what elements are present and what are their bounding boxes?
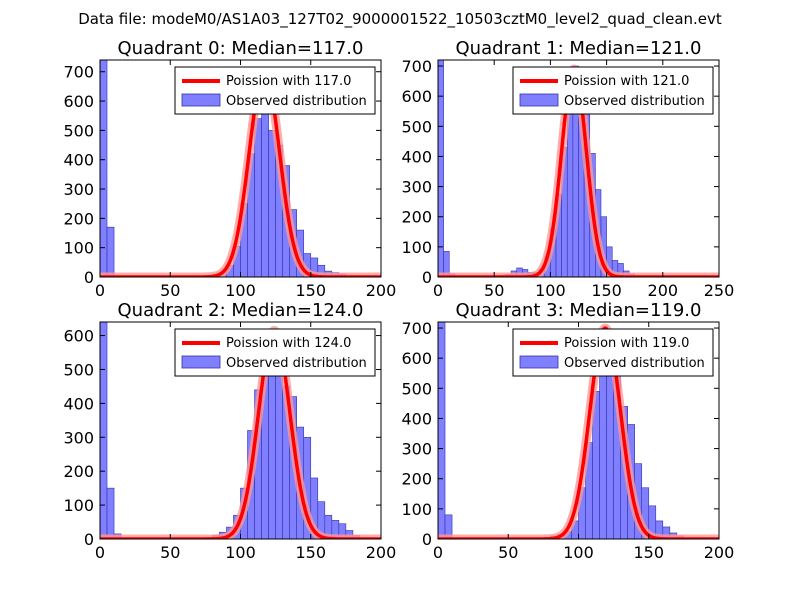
x-tick-label: 150 [633,543,664,562]
legend-label-poisson: Poission with 119.0 [564,336,689,351]
y-tick-label: 500 [401,379,432,398]
y-tick-label: 100 [63,239,94,258]
legend-label-observed: Observed distribution [564,356,705,371]
panel-title: Quadrant 3: Median=119.0 [456,300,702,321]
legend: Poission with 124.0 Observed distribution [174,328,376,377]
legend: Poission with 119.0 Observed distribution [512,328,714,377]
legend-label-observed: Observed distribution [226,94,367,109]
legend-bar-swatch [519,93,559,107]
y-tick-label: 0 [422,530,432,549]
y-tick-label: 100 [401,500,432,519]
panel-quadrant-3: 0 50 100 150 200 0 100 200 300 400 500 600 700 Quadra… [401,300,734,562]
histogram-bar [106,226,115,277]
y-tick-label: 200 [63,209,94,228]
y-tick-label: 500 [63,360,94,379]
y-tick-label: 300 [63,180,94,199]
histogram-bar [438,60,444,277]
y-tick-label: 0 [84,268,94,287]
y-tick-label: 200 [401,208,432,227]
x-tick-label: 100 [563,543,594,562]
y-tick-label: 400 [401,147,432,166]
x-tick-label: 0 [433,543,443,562]
x-tick-label: 200 [366,543,397,562]
y-tick-label: 200 [63,462,94,481]
legend-label-poisson: Poission with 117.0 [226,74,351,89]
y-tick-label: 600 [63,92,94,111]
y-tick-label: 100 [63,496,94,515]
histogram-bar [100,322,108,539]
panel-title: Quadrant 0: Median=117.0 [118,38,364,59]
axes-frame [437,59,720,278]
y-tick-label: 300 [401,440,432,459]
x-tick-label: 50 [160,281,180,300]
y-tick-label: 200 [401,470,432,489]
y-tick-label: 300 [63,428,94,447]
histogram-bar [566,107,574,277]
x-tick-label: 150 [295,281,326,300]
histogram-bar [438,322,446,539]
histogram-bar [254,118,262,277]
x-tick-label: 200 [366,281,397,300]
panel-quadrant-2: 0 50 100 150 200 0 100 200 300 400 500 600 Quadrant … [63,300,396,562]
histogram-bar [599,366,607,539]
y-tick-label: 600 [401,87,432,106]
legend-bar-swatch [181,93,221,107]
panel-quadrant-1: 0 50 100 150 200 250 0 100 200 300 400 500 600 700 Qua… [401,38,734,300]
x-tick-label: 150 [295,543,326,562]
y-tick-label: 700 [401,319,432,338]
histogram-bar [261,106,269,277]
x-tick-label: 50 [484,281,504,300]
panels: 0 50 100 150 2000100200300400500600700Quadra… [63,38,734,562]
y-tick-label: 100 [401,238,432,257]
y-tick-label: 300 [401,178,432,197]
y-tick-label: 400 [401,409,432,428]
y-tick-label: 0 [422,268,432,287]
y-tick-label: 400 [63,394,94,413]
x-tick-label: 50 [498,543,518,562]
x-tick-label: 0 [95,281,105,300]
x-tick-label: 0 [95,543,105,562]
x-tick-label: 100 [225,281,256,300]
legend: Poission with 121.0 Observed distribution [512,66,714,115]
y-tick-label: 600 [63,327,94,346]
panel-quadrant-0: 0 50 100 150 200 0 100 200 300 400 500 600 700 Quadra… [63,38,396,300]
x-tick-label: 200 [648,281,679,300]
x-tick-label: 200 [704,543,735,562]
histogram-bar [617,263,624,277]
x-tick-label: 100 [225,543,256,562]
histogram-bar [106,487,115,539]
y-tick-label: 600 [401,349,432,368]
figure-title: Data file: modeM0/AS1A03_127T02_90000015… [78,10,722,29]
x-tick-label: 100 [535,281,566,300]
y-tick-label: 500 [401,117,432,136]
x-tick-label: 150 [591,281,622,300]
histogram-bar [100,60,108,277]
y-tick-label: 700 [401,57,432,76]
x-tick-label: 50 [160,543,180,562]
x-tick-label: 0 [433,281,443,300]
histogram-bar [444,514,453,539]
legend-label-observed: Observed distribution [564,94,705,109]
panel-title: Quadrant 2: Median=124.0 [118,300,364,321]
legend-label-observed: Observed distribution [226,356,367,371]
legend: Poission with 117.0 Observed distribution [174,66,376,115]
panel-title: Quadrant 1: Median=121.0 [456,38,702,59]
legend-bar-swatch [181,355,221,369]
legend-bar-swatch [519,355,559,369]
y-tick-label: 400 [63,151,94,170]
y-tick-label: 0 [84,530,94,549]
x-tick-label: 250 [704,281,735,300]
legend-label-poisson: Poission with 124.0 [226,336,351,351]
y-tick-label: 500 [63,121,94,140]
legend-label-poisson: Poission with 121.0 [564,74,689,89]
y-tick-label: 700 [63,63,94,82]
histogram-bar [268,130,276,277]
